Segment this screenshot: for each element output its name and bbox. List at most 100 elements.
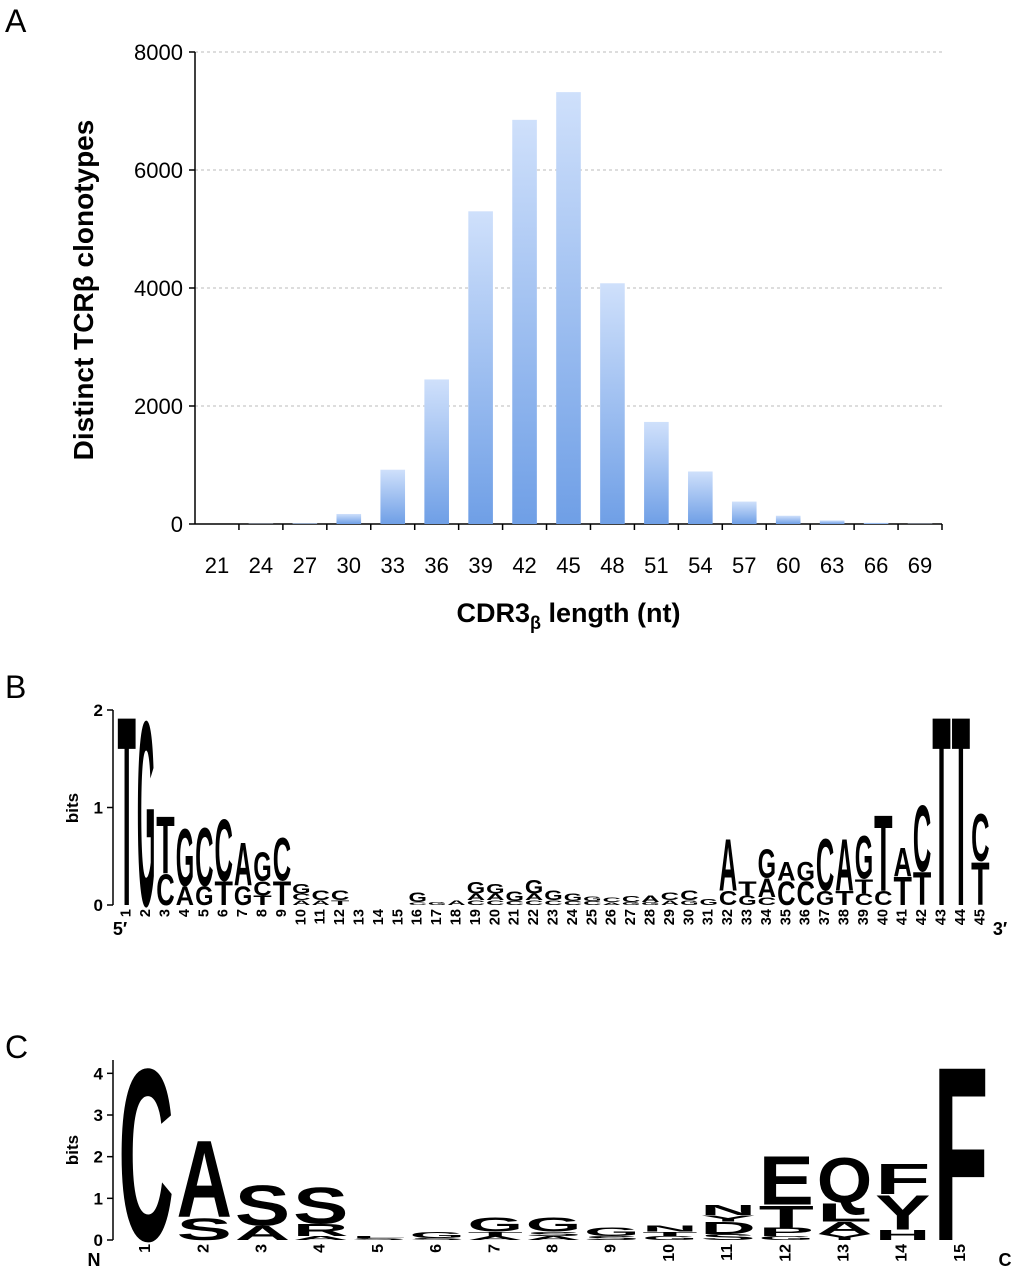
x-tick-label: 20	[487, 909, 503, 925]
x-tick-label: 42	[914, 909, 930, 925]
logo-letter: T	[952, 660, 970, 962]
y-axis-label: bits	[63, 1135, 82, 1165]
x-tick-label: 28	[643, 909, 659, 925]
logo-letter: S	[351, 1237, 406, 1240]
y-tick-label: 4000	[134, 276, 183, 301]
logo-letter: A	[177, 1118, 232, 1241]
logo-letter: T	[156, 800, 174, 890]
x-tick-label: 66	[864, 553, 888, 578]
logo-letter: A	[661, 899, 679, 907]
x-tick-label: 4	[177, 908, 193, 917]
logo-letter: G	[699, 898, 717, 907]
logo-letter: G	[525, 877, 543, 898]
x-tick-label: 5	[370, 1244, 387, 1253]
logo-letter: T	[253, 893, 272, 908]
x-tick-label: 17	[429, 909, 445, 925]
x-tick-label: 21	[205, 553, 229, 578]
logo-letter: A	[292, 899, 310, 907]
x-end-label: C	[999, 1250, 1012, 1270]
logo-letter: G	[796, 857, 814, 887]
x-tick-label: 30	[681, 909, 697, 925]
y-tick-label: 4	[94, 1064, 104, 1083]
logo-letter: C	[525, 899, 543, 907]
logo-letter: C	[253, 877, 272, 900]
x-tick-label: 9	[274, 909, 290, 917]
logo-letter: C	[214, 800, 232, 899]
x-tick-label: 13	[352, 909, 368, 925]
x-tick-label: 11	[313, 909, 329, 924]
logo-letter: A	[293, 1235, 348, 1242]
bar	[556, 92, 581, 525]
x-tick-label: 15	[390, 909, 406, 925]
logo-letter: A	[817, 1218, 872, 1237]
logo-letter: C	[467, 899, 485, 907]
logo-letter: G	[564, 891, 582, 903]
panel-label: A	[5, 3, 27, 39]
x-end-label: 3′	[993, 919, 1007, 939]
logo-letter: A	[468, 1235, 523, 1242]
logo-letter: S	[700, 1232, 755, 1242]
x-tick-label: 6	[216, 909, 232, 917]
logo-letter: T	[913, 863, 931, 915]
x-tick-label: 27	[623, 909, 639, 925]
logo-letter: G	[641, 901, 659, 906]
x-tick-label: 32	[720, 909, 736, 925]
logo-letter: G	[468, 1214, 523, 1236]
x-tick-label: 36	[798, 909, 814, 925]
logo-letter: G	[738, 894, 756, 909]
logo-letter: T	[893, 869, 912, 914]
logo-letter: Q	[817, 1146, 872, 1217]
x-tick-label: 38	[837, 909, 853, 925]
logo-letter: C	[544, 899, 562, 907]
logo-letter: C	[719, 887, 738, 910]
x-tick-label: 24	[249, 553, 273, 578]
y-tick-label: 2000	[134, 394, 183, 419]
logo-letter: C	[292, 892, 311, 902]
x-tick-label: 69	[908, 553, 932, 578]
logo-letter: C	[777, 876, 795, 913]
logo-letter: F	[875, 1156, 930, 1204]
logo-letter: R	[293, 1220, 348, 1239]
x-end-label: N	[88, 1250, 101, 1270]
logo-letter: S	[293, 1176, 348, 1235]
logo-letter: T	[738, 878, 757, 900]
logo-letter: C	[971, 800, 989, 875]
logo-letter: G	[759, 1235, 814, 1242]
logo-letter: G	[583, 895, 601, 903]
logo-letter: C	[816, 823, 834, 906]
logo-letter: C	[796, 876, 814, 913]
x-tick-label: 30	[337, 553, 361, 578]
bar	[468, 211, 493, 525]
logo-letter: T	[214, 874, 233, 912]
x-tick-label: 12	[332, 909, 348, 925]
x-tick-label: 16	[410, 909, 426, 925]
x-axis-label: CDR3β length (nt)	[457, 598, 681, 633]
logo-letter: G	[855, 823, 873, 892]
x-tick-label: 44	[953, 908, 969, 925]
logo-letter: C	[583, 900, 601, 906]
x-tick-label: 3	[158, 909, 174, 917]
logo-letter: G	[680, 899, 698, 907]
logo-letter: T	[835, 888, 854, 910]
logo-letter: S	[584, 1235, 639, 1241]
y-tick-label: 1	[94, 799, 103, 818]
logo-letter: C	[311, 889, 330, 904]
x-tick-label: 24	[565, 908, 581, 925]
logo-letter: T	[273, 874, 292, 912]
logo-letter: S	[409, 1237, 464, 1240]
logo-letter: N	[700, 1202, 755, 1218]
logo-letter: G	[467, 880, 485, 898]
x-tick-label: 45	[972, 909, 988, 925]
x-tick-label: 33	[740, 909, 756, 925]
logo-letter: G	[234, 882, 252, 912]
bar	[600, 283, 625, 524]
x-tick-label: 13	[836, 1244, 853, 1262]
x-tick-label: 5	[196, 909, 212, 917]
logo-letter: A	[641, 894, 660, 904]
x-tick-label: 11	[719, 1244, 736, 1261]
x-tick-label: 40	[875, 909, 891, 925]
logo-letter: A	[176, 880, 194, 911]
logo-letter: A	[467, 892, 486, 902]
x-tick-label: 7	[486, 1244, 503, 1253]
